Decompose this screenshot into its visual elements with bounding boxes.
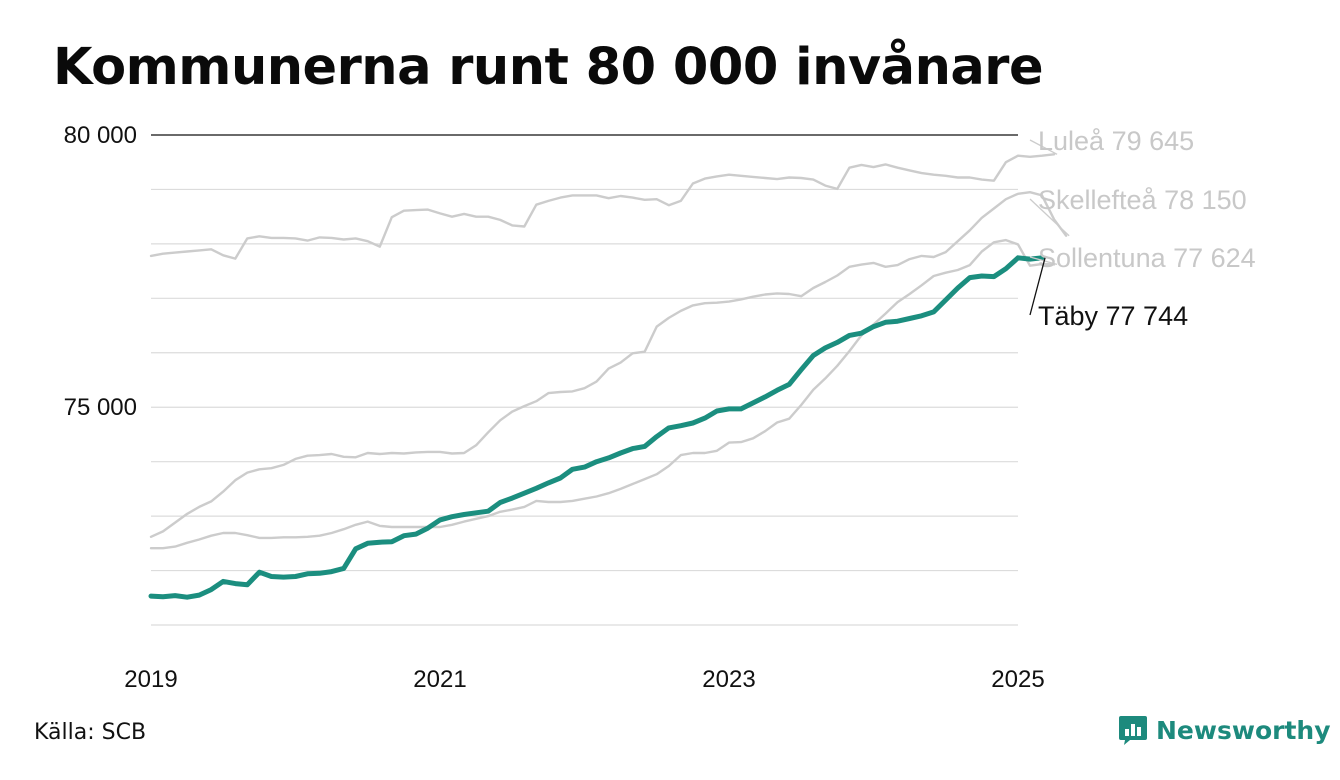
series-end-label: Täby 77 744: [1038, 301, 1188, 331]
leader-line: [1029, 257, 1046, 316]
series-line-luleå: [149, 153, 1056, 260]
x-tick-label: 2021: [413, 666, 466, 693]
newsworthy-logo-icon: [1119, 716, 1147, 745]
brand-logo: Newsworthy: [1118, 714, 1331, 746]
leader-line: [1029, 139, 1058, 155]
series-line-täby: [148, 255, 1045, 600]
x-tick-label: 2023: [702, 666, 755, 693]
series-end-label: Luleå 79 645: [1038, 126, 1194, 156]
x-tick-label: 2025: [991, 666, 1044, 693]
series-line-sollentuna: [149, 238, 1056, 550]
series-end-label: Sollentuna 77 624: [1038, 243, 1256, 273]
leader-line: [1029, 256, 1058, 265]
source-note: Källa: SCB: [34, 720, 147, 745]
chart-title: Kommunerna runt 80 000 invånare: [53, 38, 1044, 97]
gridlines: [151, 134, 1018, 626]
y-tick-label: 75 000: [64, 394, 137, 421]
series-end-label: Skellefteå 78 150: [1038, 185, 1247, 215]
leader-line: [1029, 198, 1070, 237]
y-axis: 75 000 80 000: [64, 122, 137, 421]
x-tick-label: 2019: [124, 666, 177, 693]
y-tick-label: 80 000: [64, 122, 137, 149]
brand-name: Newsworthy: [1156, 715, 1331, 745]
series-lines: [148, 153, 1068, 600]
x-axis: 2019 2021 2023 2025: [124, 666, 1044, 693]
end-labels: Luleå 79 645 Skellefteå 78 150 Sollentuna …: [1029, 126, 1256, 331]
series-line-skellefteå: [149, 190, 1068, 538]
